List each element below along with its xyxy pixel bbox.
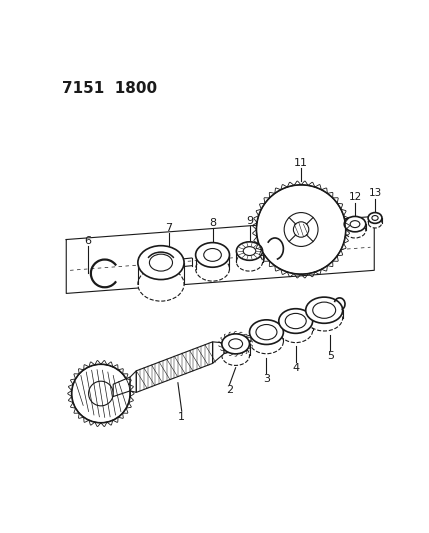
- Ellipse shape: [368, 217, 382, 228]
- Ellipse shape: [313, 302, 335, 318]
- Ellipse shape: [236, 242, 263, 260]
- Text: 2: 2: [226, 385, 233, 395]
- Ellipse shape: [229, 339, 242, 349]
- Circle shape: [72, 364, 130, 423]
- Text: 9: 9: [246, 216, 253, 226]
- Text: 4: 4: [292, 363, 299, 373]
- Ellipse shape: [222, 334, 250, 354]
- Ellipse shape: [279, 309, 313, 333]
- Ellipse shape: [285, 313, 306, 329]
- Ellipse shape: [222, 345, 250, 366]
- Circle shape: [88, 381, 113, 406]
- Text: 10: 10: [278, 215, 291, 225]
- Polygon shape: [136, 342, 212, 392]
- Circle shape: [293, 222, 309, 237]
- Ellipse shape: [138, 267, 184, 301]
- Polygon shape: [224, 337, 243, 353]
- Ellipse shape: [149, 254, 172, 271]
- Text: 5: 5: [327, 351, 334, 361]
- Ellipse shape: [196, 256, 230, 281]
- Polygon shape: [130, 371, 136, 392]
- Ellipse shape: [306, 305, 343, 331]
- Text: 12: 12: [348, 192, 362, 202]
- Text: 3: 3: [263, 374, 270, 384]
- Ellipse shape: [344, 216, 366, 232]
- Text: 11: 11: [294, 158, 308, 168]
- Ellipse shape: [279, 318, 313, 343]
- Text: 6: 6: [85, 236, 91, 246]
- Circle shape: [284, 213, 318, 246]
- Polygon shape: [243, 335, 251, 345]
- Ellipse shape: [256, 325, 277, 340]
- Text: 13: 13: [369, 188, 382, 198]
- Polygon shape: [113, 377, 130, 397]
- Circle shape: [257, 185, 346, 274]
- Ellipse shape: [196, 243, 230, 267]
- Text: 8: 8: [209, 217, 216, 228]
- Ellipse shape: [243, 247, 256, 255]
- Polygon shape: [212, 342, 224, 364]
- Ellipse shape: [306, 297, 343, 324]
- Text: 7: 7: [165, 223, 172, 233]
- Ellipse shape: [204, 248, 221, 261]
- Ellipse shape: [372, 215, 378, 220]
- Text: 7151  1800: 7151 1800: [62, 81, 157, 96]
- Text: 1: 1: [178, 411, 185, 422]
- Ellipse shape: [350, 221, 360, 228]
- Ellipse shape: [138, 246, 184, 280]
- Ellipse shape: [250, 329, 284, 354]
- Ellipse shape: [344, 223, 366, 238]
- Ellipse shape: [236, 253, 263, 271]
- Ellipse shape: [368, 213, 382, 223]
- Ellipse shape: [250, 320, 284, 344]
